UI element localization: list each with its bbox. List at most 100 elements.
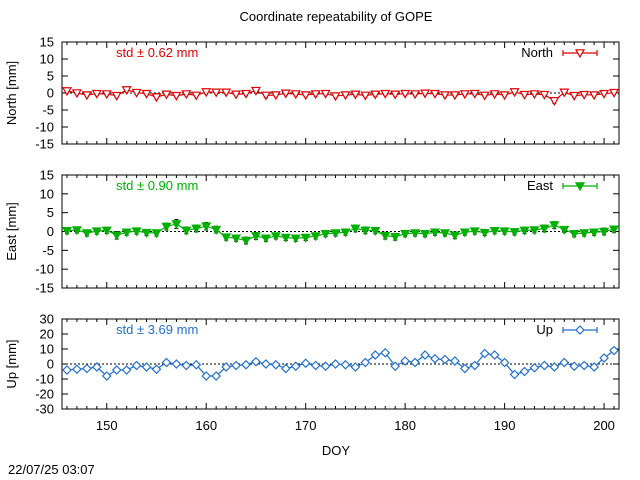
y-tick-label: 10 (40, 52, 54, 67)
data-point (221, 88, 232, 98)
x-axis-label: DOY (322, 443, 351, 458)
data-point (429, 89, 441, 99)
data-point (340, 228, 351, 238)
legend-label: Up (536, 322, 553, 337)
y-axis-label: Up [mm] (4, 339, 19, 388)
data-point (559, 357, 570, 368)
data-point (290, 234, 301, 244)
data-point (310, 360, 321, 371)
data-point (61, 87, 72, 97)
data-point (111, 91, 122, 101)
data-point (231, 90, 242, 100)
data-point (390, 90, 401, 100)
data-point (609, 345, 619, 356)
data-point (459, 363, 470, 374)
data-point (171, 220, 182, 230)
data-point (459, 90, 470, 100)
data-point (539, 90, 550, 100)
data-point (549, 97, 560, 107)
data-point (420, 89, 431, 99)
data-point (161, 90, 172, 100)
std-annotation: std ± 0.90 mm (116, 178, 198, 193)
data-point (171, 91, 182, 101)
panels: 15 10 5 0 -5 -10 -15 std ± 0.62 mm North North [m… (4, 35, 620, 433)
data-point (589, 228, 600, 238)
data-point (191, 224, 202, 234)
data-point (330, 229, 341, 239)
data-point (599, 89, 610, 99)
data-point (81, 91, 92, 101)
data-point (91, 89, 102, 99)
data-point (280, 89, 291, 99)
data-point (559, 88, 570, 98)
data-point (330, 359, 341, 369)
data-point (449, 231, 460, 241)
data-point (320, 361, 331, 372)
data-point (231, 234, 242, 244)
data-point (609, 225, 620, 235)
legend-label: East (527, 178, 553, 193)
y-tick-label: 10 (40, 342, 54, 357)
data-point (469, 360, 480, 371)
data-point (151, 364, 162, 375)
data-point (569, 229, 580, 239)
data-point (569, 361, 580, 372)
data-point (380, 89, 391, 99)
data-point (191, 91, 202, 101)
data-point (270, 359, 281, 370)
y-tick-label: 5 (47, 205, 54, 220)
data-point (161, 222, 172, 232)
data-point (579, 229, 590, 239)
data-point (509, 228, 520, 238)
data-point (61, 226, 72, 236)
data-point (221, 233, 232, 243)
data-point (559, 225, 570, 235)
data-point (181, 90, 192, 100)
y-tick-label: -20 (35, 387, 54, 402)
data-point (420, 229, 431, 239)
y-tick-label: -15 (35, 281, 54, 296)
data-point (340, 359, 351, 370)
data-point (360, 91, 371, 101)
data-point (101, 371, 112, 381)
data-point (62, 365, 72, 375)
data-point (320, 89, 331, 99)
x-tick-label: 200 (593, 418, 615, 433)
data-point (241, 359, 251, 370)
y-tick-label: 15 (40, 168, 54, 183)
data-point (211, 225, 222, 235)
legend-label: North (521, 45, 553, 60)
data-point (111, 231, 122, 241)
data-point (260, 234, 271, 244)
data-point (420, 350, 430, 360)
data-point (439, 91, 450, 101)
data-point (529, 90, 540, 100)
data-point (201, 222, 212, 232)
x-tick-label: 190 (494, 418, 516, 433)
data-point (131, 88, 142, 98)
data-point (509, 369, 520, 380)
data-point (211, 371, 222, 381)
data-point (489, 226, 500, 236)
data-point (599, 353, 609, 363)
data-point (82, 363, 92, 374)
y-tick-label: -10 (35, 120, 54, 135)
std-annotation: std ± 3.69 mm (116, 322, 198, 337)
data-point (280, 363, 291, 374)
data-point (449, 91, 460, 101)
y-tick-label: -10 (35, 372, 54, 387)
legend-marker (575, 325, 585, 335)
data-point (589, 362, 599, 372)
data-point (589, 91, 600, 101)
data-point (579, 90, 590, 100)
data-point (240, 236, 252, 246)
y-tick-label: -30 (35, 402, 54, 417)
data-point (251, 356, 261, 367)
y-axis-label: East [mm] (4, 202, 19, 261)
y-tick-label: 10 (40, 186, 54, 201)
data-point (71, 89, 82, 99)
data-point (101, 90, 112, 100)
data-point (310, 90, 321, 100)
data-point (340, 91, 351, 101)
